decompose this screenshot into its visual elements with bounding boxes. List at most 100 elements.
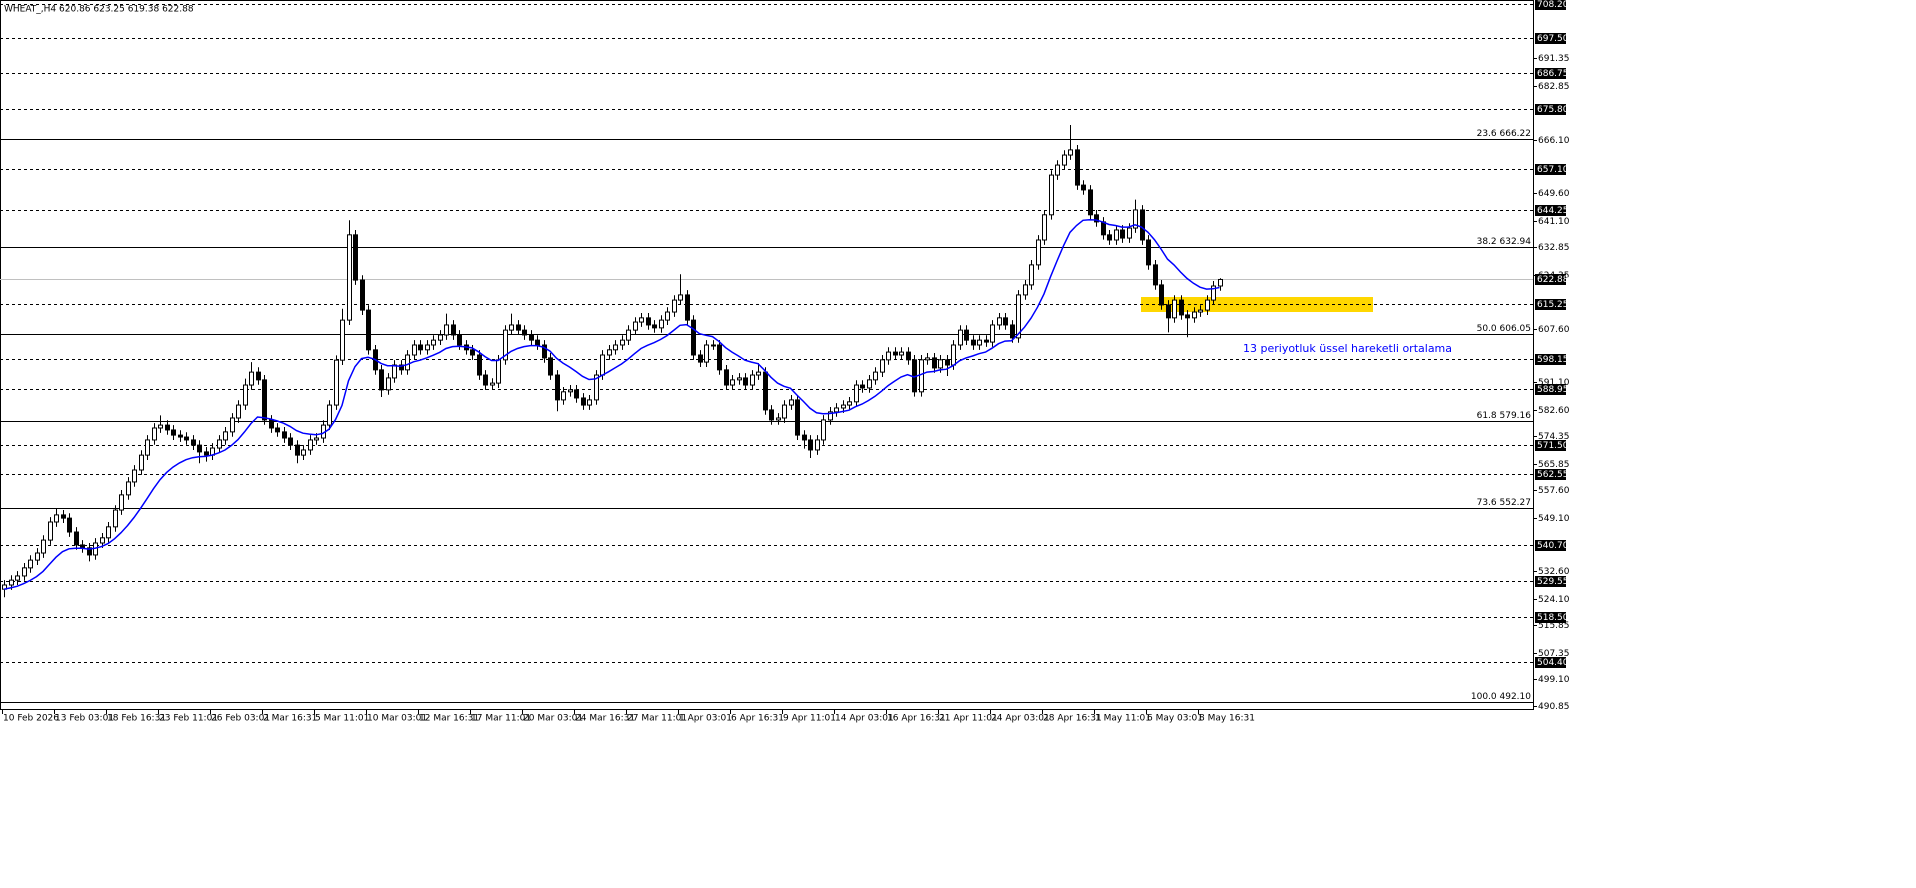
- candle-body: [308, 439, 313, 451]
- candle-body: [503, 329, 508, 361]
- level-label-box: [1535, 440, 1566, 451]
- candle-body: [48, 521, 53, 541]
- candle-body: [80, 544, 85, 549]
- x-tick-label: 13 Feb 03:01: [55, 714, 114, 724]
- candle-body: [945, 359, 950, 366]
- candle-body: [282, 431, 287, 439]
- y-tick-label: 641.10: [1538, 217, 1570, 227]
- candle-body: [613, 344, 618, 351]
- x-tick-label: 6 May 03:01: [1147, 714, 1203, 724]
- level-label-box: [1535, 612, 1566, 623]
- plot-frame: [0, 0, 1534, 710]
- candle-body: [854, 384, 859, 403]
- candle-body: [1114, 229, 1119, 241]
- candle-body: [184, 436, 189, 441]
- x-tick-label: 20 Mar 03:01: [523, 714, 583, 724]
- y-tick-label: 582.60: [1538, 406, 1570, 416]
- candle-body: [132, 469, 137, 483]
- candle-body: [568, 389, 573, 393]
- candle-body: [548, 357, 553, 376]
- candle-body: [1010, 324, 1015, 339]
- candle-body: [880, 359, 885, 373]
- candle-body: [451, 324, 456, 336]
- candle-body: [1036, 239, 1041, 266]
- candle-body: [1159, 284, 1164, 306]
- candle-body: [139, 454, 144, 471]
- candle-body: [158, 424, 163, 429]
- candle-body: [15, 575, 20, 581]
- candle-body: [54, 514, 59, 523]
- candle-body: [1003, 317, 1008, 326]
- candle-body: [477, 354, 482, 376]
- candle-body: [633, 321, 638, 331]
- candle-body: [366, 309, 371, 351]
- candle-body: [704, 344, 709, 363]
- y-tick-label: 515.85: [1538, 621, 1570, 631]
- candle-body: [516, 324, 521, 331]
- candle-body: [1101, 221, 1106, 236]
- candle-body: [1088, 189, 1093, 216]
- x-tick-label: 23 Feb 11:01: [159, 714, 218, 724]
- candle-body: [236, 404, 241, 419]
- candle-body: [178, 434, 183, 438]
- candle-body: [932, 357, 937, 369]
- candle-body: [529, 334, 534, 341]
- candle-body: [197, 444, 202, 453]
- candle-body: [646, 317, 651, 326]
- level-label: 598.15: [1537, 355, 1569, 365]
- level-label: 615.25: [1537, 300, 1569, 310]
- level-label-box: [1535, 657, 1566, 668]
- candle-body: [841, 404, 846, 409]
- candle-body: [828, 411, 833, 421]
- x-tick-label: 2 Mar 16:31: [263, 714, 317, 724]
- candle-body: [665, 311, 670, 321]
- candle-body: [808, 439, 813, 451]
- candle-body: [1042, 214, 1047, 241]
- candle-body: [639, 317, 644, 323]
- y-tick-label: 591.10: [1538, 378, 1570, 388]
- candle-body: [977, 339, 982, 346]
- level-label-box: [1535, 205, 1566, 216]
- y-tick-label: 524.10: [1538, 595, 1570, 605]
- level-label-box: [1535, 384, 1566, 395]
- candle-body: [126, 481, 131, 496]
- candle-body: [490, 382, 495, 386]
- x-tick-label: 16 Apr 16:31: [887, 714, 946, 724]
- fib-label: 61.8 579.16: [1477, 411, 1532, 421]
- candle-body: [1120, 229, 1125, 239]
- candle-body: [964, 329, 969, 341]
- candle-body: [152, 427, 157, 441]
- candle-body: [951, 344, 956, 366]
- level-label: 657.10: [1537, 165, 1569, 175]
- candle-body: [1146, 239, 1151, 266]
- candle-body: [1140, 209, 1145, 241]
- candle-body: [730, 379, 735, 386]
- candle-body: [594, 374, 599, 401]
- candle-body: [860, 384, 865, 389]
- y-tick-label: 507.35: [1538, 649, 1570, 659]
- candle-body: [327, 404, 332, 426]
- candle-body: [1029, 264, 1034, 286]
- candle-body: [204, 451, 209, 456]
- level-label-box: [1535, 299, 1566, 310]
- candle-body: [1049, 174, 1054, 216]
- level-label-box: [1535, 33, 1566, 44]
- candle-body: [1075, 149, 1080, 186]
- y-tick-label: 549.10: [1538, 514, 1570, 524]
- x-tick-label: 10 Feb 2026: [3, 714, 59, 724]
- y-tick-label: 682.85: [1538, 82, 1570, 92]
- fib-label: 50.0 606.05: [1477, 324, 1531, 334]
- level-label: 588.95: [1537, 385, 1569, 395]
- y-tick-label: 574.35: [1538, 432, 1570, 442]
- level-label: 540.70: [1537, 541, 1569, 551]
- candle-body: [802, 434, 807, 441]
- candle-body: [392, 364, 397, 379]
- candle-body: [340, 319, 345, 361]
- candle-body: [1185, 314, 1190, 319]
- candle-body: [496, 359, 501, 384]
- candle-body: [360, 279, 365, 311]
- candle-body: [1153, 264, 1158, 286]
- candle-body: [815, 439, 820, 451]
